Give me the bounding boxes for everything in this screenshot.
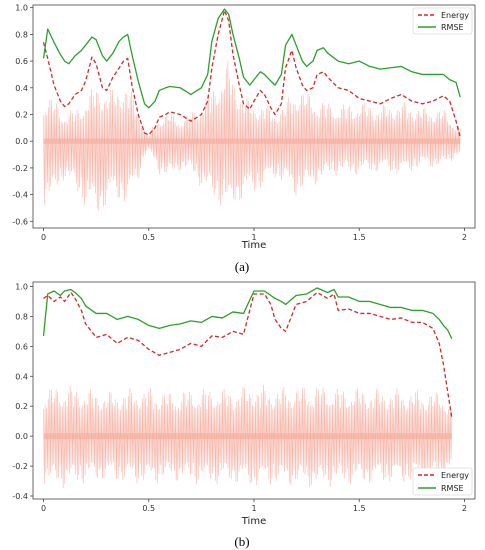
y-tick-label-b-1: -0.2 bbox=[12, 462, 28, 471]
waveform-path-a bbox=[43, 61, 461, 212]
legend-a: Energy RMSE bbox=[412, 7, 473, 35]
x-axis-label-b: Time bbox=[241, 516, 266, 527]
x-axis-label-a: Time bbox=[241, 240, 266, 251]
x-tick-label-a-2: 1 bbox=[251, 233, 256, 242]
legend-label-energy-a: Energy bbox=[441, 11, 469, 20]
y-tick-label-a-2: -0.2 bbox=[12, 164, 28, 173]
x-tick-label-b-1: 0.5 bbox=[142, 504, 155, 513]
waveform-a bbox=[43, 61, 461, 212]
y-tick-label-b-3: 0.2 bbox=[15, 402, 28, 411]
y-tick-label-a-1: -0.4 bbox=[12, 191, 28, 200]
x-tick-label-b-3: 1.5 bbox=[353, 504, 366, 513]
x-tick-label-a-1: 0.5 bbox=[142, 233, 155, 242]
legend-label-energy-b: Energy bbox=[441, 471, 469, 480]
series-lines-b bbox=[42, 287, 453, 419]
y-tick-label-a-3: 0.0 bbox=[15, 137, 28, 146]
y-tick-label-b-2: 0.0 bbox=[15, 432, 28, 441]
y-tick-label-a-4: 0.2 bbox=[15, 110, 28, 119]
y-tick-label-a-8: 1.0 bbox=[15, 4, 28, 13]
ticks-b: 0 0.5 1 1.5 2 -0.4 -0.2 0.0 0.2 0.4 0.6 0.8 1.0 bbox=[12, 282, 467, 513]
y-tick-label-a-6: 0.6 bbox=[15, 57, 28, 66]
waveform-center-band-b bbox=[43, 433, 452, 440]
series-line-energy-b bbox=[43, 291, 453, 419]
caption-b: (b) bbox=[234, 534, 249, 549]
x-tick-label-b-2: 1 bbox=[251, 504, 256, 513]
y-tick-label-b-7: 1.0 bbox=[15, 282, 28, 291]
x-tick-label-b-0: 0 bbox=[41, 504, 46, 513]
legend-b: Energy RMSE bbox=[412, 467, 473, 496]
waveform-b bbox=[43, 385, 453, 488]
waveform-center-band-a bbox=[43, 138, 461, 144]
x-tick-label-b-4: 2 bbox=[462, 504, 467, 513]
ticks-a: 0 0.5 1 1.5 2 -0.6 -0.4 -0.2 0.0 0.2 0.4 0.6 0.8 1.0 bbox=[12, 4, 467, 242]
y-tick-label-b-4: 0.4 bbox=[15, 372, 28, 381]
x-tick-label-a-3: 1.5 bbox=[353, 233, 366, 242]
legend-label-rmse-b: RMSE bbox=[441, 484, 464, 493]
y-tick-label-b-0: -0.4 bbox=[12, 492, 28, 501]
y-tick-label-b-5: 0.6 bbox=[15, 342, 28, 351]
waveform-path-b bbox=[43, 385, 453, 488]
x-tick-label-a-4: 2 bbox=[462, 233, 467, 242]
series-lines-a bbox=[42, 8, 461, 138]
y-tick-label-a-0: -0.6 bbox=[12, 217, 28, 226]
x-tick-label-a-0: 0 bbox=[41, 233, 46, 242]
series-line-rmse-a bbox=[42, 8, 461, 109]
caption-a: (a) bbox=[235, 259, 249, 274]
series-line-energy-a bbox=[42, 9, 461, 138]
plot-frame-a bbox=[32, 4, 476, 229]
legend-label-rmse-a: RMSE bbox=[441, 23, 464, 32]
y-tick-label-a-7: 0.8 bbox=[15, 30, 28, 39]
chart-panel-a: 0 0.5 1 1.5 2-0.6-0.4-0.20.00.20.40.60.81.0 … bbox=[12, 4, 476, 274]
y-tick-label-b-6: 0.8 bbox=[15, 312, 28, 321]
series-line-rmse-b bbox=[42, 287, 453, 340]
y-tick-label-a-5: 0.4 bbox=[15, 84, 28, 93]
chart-panel-b: 0 0.5 1 1.5 2 -0.4 -0.2 0.0 0.2 0.4 0.6 0.8 1.0 Ener… bbox=[12, 281, 476, 549]
